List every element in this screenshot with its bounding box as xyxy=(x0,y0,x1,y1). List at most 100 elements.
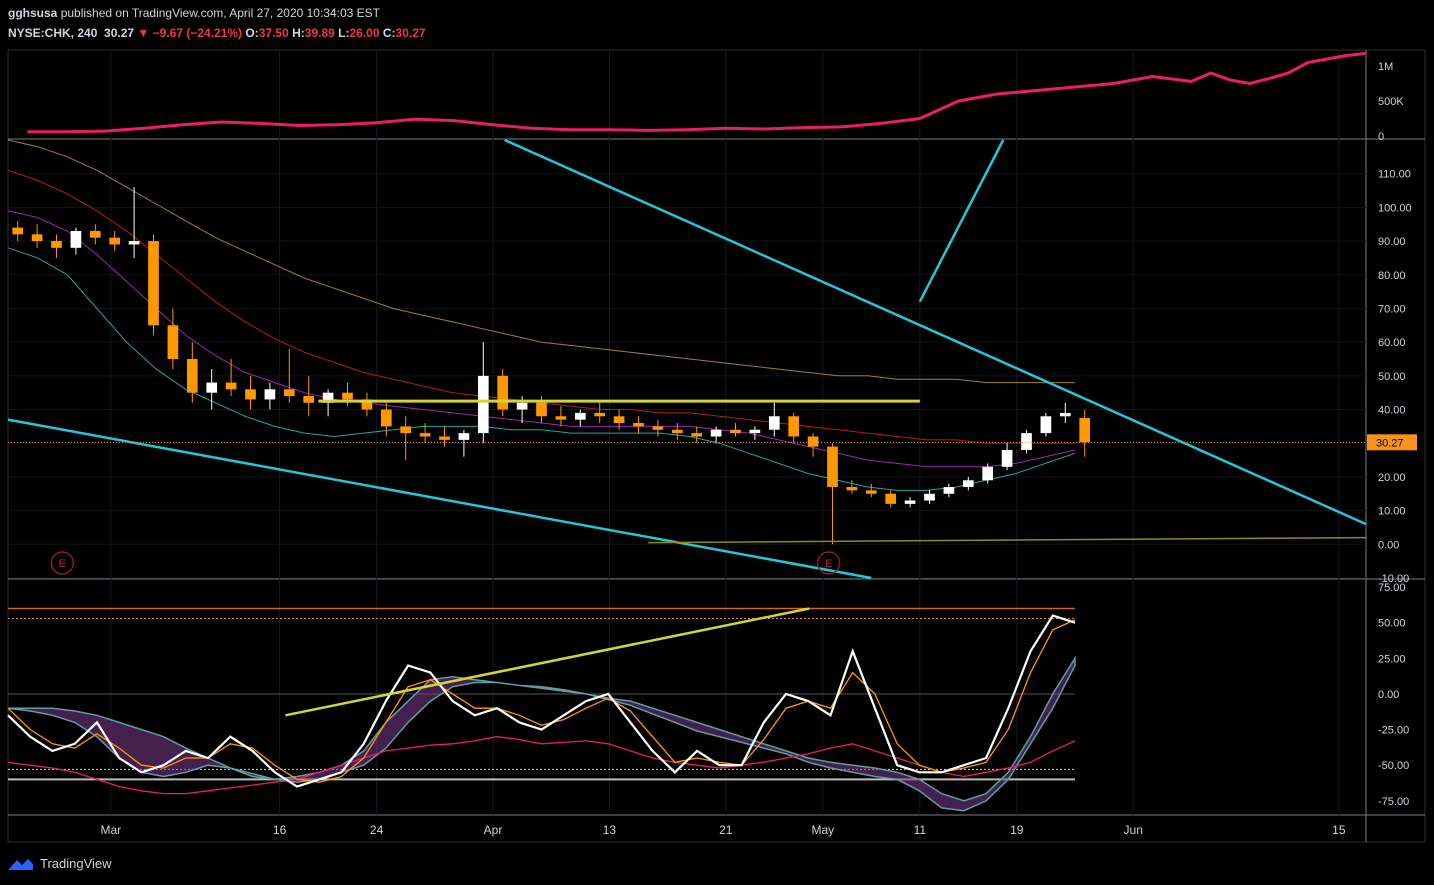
candle-body xyxy=(70,230,82,248)
chart-frame xyxy=(7,49,1426,843)
earnings-marker-icon xyxy=(50,551,75,575)
symbol[interactable]: NYSE:CHK, 240 xyxy=(8,26,98,40)
tradingview-brand[interactable]: TradingView xyxy=(8,856,112,871)
price-y-tick: 60.00 xyxy=(1378,337,1406,349)
candle-body xyxy=(225,382,237,390)
moving-average-line xyxy=(7,247,1076,491)
x-tick-label: 16 xyxy=(273,823,287,837)
candle-body xyxy=(749,429,761,434)
high-label: H: xyxy=(292,26,305,40)
candle-body xyxy=(982,466,994,481)
candle-body xyxy=(827,446,838,488)
moving-average-line xyxy=(7,139,1075,384)
publisher-name[interactable]: gghsusa xyxy=(8,6,58,20)
price-y-tick: 80.00 xyxy=(1378,270,1406,282)
candle-body xyxy=(303,396,315,403)
candle-body xyxy=(458,433,470,440)
candle-body xyxy=(245,389,256,400)
volume-y-tick: 500K xyxy=(1378,96,1404,108)
brand-name: TradingView xyxy=(40,856,112,871)
candle-body xyxy=(419,433,431,437)
oscillator-y-tick: -50.00 xyxy=(1378,760,1409,772)
base-trendline xyxy=(648,536,1367,544)
last-price-tag xyxy=(1367,434,1417,451)
candle-body xyxy=(633,423,644,427)
price-y-tick: 110.00 xyxy=(1378,169,1411,181)
x-tick-label: 15 xyxy=(1332,823,1346,837)
candle-body xyxy=(109,237,121,245)
open-label: O: xyxy=(245,26,259,40)
publisher-line: gghsusa published on TradingView.com, Ap… xyxy=(8,6,380,20)
candle-body xyxy=(148,241,159,326)
volume-y-tick: 0 xyxy=(1378,131,1384,143)
candle-body xyxy=(1040,416,1052,434)
candle-body xyxy=(788,416,800,437)
candle-body xyxy=(283,389,295,397)
close-label: C: xyxy=(382,26,396,40)
candle-body xyxy=(186,359,198,393)
candle-body xyxy=(574,412,586,420)
candle-body xyxy=(613,416,625,424)
candle-body xyxy=(536,402,547,417)
candle-body xyxy=(1001,449,1013,467)
candle-body xyxy=(361,399,373,410)
candle-body xyxy=(51,241,62,248)
candle-body xyxy=(846,487,858,491)
candle-body xyxy=(400,426,412,434)
price-y-tick: 10.00 xyxy=(1378,506,1406,518)
x-tick-label: 24 xyxy=(370,823,384,837)
oscillator-y-tick: 0.00 xyxy=(1378,689,1399,701)
candle-body xyxy=(497,375,509,410)
candle-body xyxy=(12,227,24,235)
price-y-tick: 0.00 xyxy=(1378,539,1399,551)
oscillator-y-tick: -25.00 xyxy=(1378,725,1409,737)
earnings-marker-icon xyxy=(816,551,841,575)
low-label: L: xyxy=(338,26,350,40)
ascending-trendline xyxy=(918,139,1005,303)
candle-body xyxy=(710,429,722,437)
candle-body xyxy=(206,382,218,393)
oscillator-y-tick: 75.00 xyxy=(1378,582,1406,594)
support-trendline xyxy=(7,418,872,580)
last-price: 30.27 xyxy=(104,26,135,40)
oscillator-series-line xyxy=(7,619,1076,783)
candle-body xyxy=(768,416,780,430)
oscillator-y-tick: 25.00 xyxy=(1378,653,1406,665)
earnings-marker-label: E xyxy=(825,558,832,570)
price-y-tick: 50.00 xyxy=(1378,371,1406,383)
volume-series-line xyxy=(27,51,1367,134)
close-value: 30.27 xyxy=(395,26,426,40)
candle-body xyxy=(865,490,877,494)
price-y-tick: 40.00 xyxy=(1378,405,1406,417)
x-tick-label: 13 xyxy=(603,823,617,837)
oscillator-band xyxy=(7,655,1076,812)
candle-body xyxy=(671,429,683,434)
candle-body xyxy=(652,426,664,430)
candle-body xyxy=(264,389,276,400)
x-tick-label: Apr xyxy=(484,823,503,837)
published-text: published on TradingView.com, April 27, … xyxy=(60,6,381,20)
last-price-tag-label: 30.27 xyxy=(1376,437,1404,449)
price-y-tick: 70.00 xyxy=(1378,303,1406,315)
upper-channel-trendline xyxy=(504,138,1367,526)
candle-body xyxy=(128,241,140,245)
candle-body xyxy=(167,325,179,359)
candle-body xyxy=(1079,417,1091,443)
oscillator-divergence-trendline xyxy=(285,607,810,717)
x-tick-label: Mar xyxy=(100,823,121,837)
oscillator-y-tick: -75.00 xyxy=(1378,796,1409,808)
candle-body xyxy=(555,416,567,420)
open-value: 37.50 xyxy=(258,26,289,40)
candle-body xyxy=(477,375,489,434)
candle-body xyxy=(807,436,819,447)
candle-body xyxy=(904,500,916,504)
down-arrow-icon: ▼ xyxy=(137,26,150,40)
low-value: 26.00 xyxy=(349,26,380,40)
x-tick-label: May xyxy=(811,823,834,837)
candle-body xyxy=(516,402,528,410)
candle-body xyxy=(1059,412,1071,417)
oscillator-series-line xyxy=(7,736,1076,795)
candle-body xyxy=(594,412,606,417)
oscillator-y-tick: 50.00 xyxy=(1378,618,1406,630)
